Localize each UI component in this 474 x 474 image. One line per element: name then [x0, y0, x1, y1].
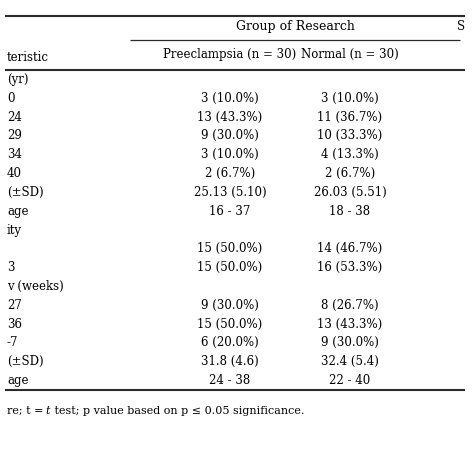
Text: v (weeks): v (weeks)	[7, 280, 64, 293]
Text: 13 (43.3%): 13 (43.3%)	[197, 110, 263, 124]
Text: 13 (43.3%): 13 (43.3%)	[318, 318, 383, 331]
Text: 4 (13.3%): 4 (13.3%)	[321, 148, 379, 161]
Text: 15 (50.0%): 15 (50.0%)	[197, 318, 263, 331]
Text: 2 (6.7%): 2 (6.7%)	[205, 167, 255, 180]
Text: t: t	[46, 406, 50, 416]
Text: 25.13 (5.10): 25.13 (5.10)	[194, 186, 266, 199]
Text: (±SD): (±SD)	[7, 356, 44, 368]
Text: 16 - 37: 16 - 37	[210, 205, 251, 218]
Text: 18 - 38: 18 - 38	[329, 205, 371, 218]
Text: 11 (36.7%): 11 (36.7%)	[318, 110, 383, 124]
Text: re; t =: re; t =	[7, 406, 47, 416]
Text: 15 (50.0%): 15 (50.0%)	[197, 242, 263, 255]
Text: 3 (10.0%): 3 (10.0%)	[201, 92, 259, 105]
Text: (±SD): (±SD)	[7, 186, 44, 199]
Text: 3 (10.0%): 3 (10.0%)	[201, 148, 259, 161]
Text: age: age	[7, 374, 28, 387]
Text: 8 (26.7%): 8 (26.7%)	[321, 299, 379, 312]
Text: 24 - 38: 24 - 38	[210, 374, 251, 387]
Text: 32.4 (5.4): 32.4 (5.4)	[321, 356, 379, 368]
Text: 15 (50.0%): 15 (50.0%)	[197, 261, 263, 274]
Text: teristic: teristic	[7, 51, 49, 64]
Text: age: age	[7, 205, 28, 218]
Text: 0: 0	[7, 92, 15, 105]
Text: 3: 3	[7, 261, 15, 274]
Text: 9 (30.0%): 9 (30.0%)	[201, 129, 259, 142]
Text: 9 (30.0%): 9 (30.0%)	[321, 337, 379, 349]
Text: Group of Research: Group of Research	[236, 19, 355, 33]
Text: 22 - 40: 22 - 40	[329, 374, 371, 387]
Text: 14 (46.7%): 14 (46.7%)	[318, 242, 383, 255]
Text: 9 (30.0%): 9 (30.0%)	[201, 299, 259, 312]
Text: (yr): (yr)	[7, 73, 28, 86]
Text: 34: 34	[7, 148, 22, 161]
Text: 16 (53.3%): 16 (53.3%)	[318, 261, 383, 274]
Text: 40: 40	[7, 167, 22, 180]
Text: Preeclampsia (n = 30): Preeclampsia (n = 30)	[164, 47, 297, 61]
Text: Normal (n = 30): Normal (n = 30)	[301, 47, 399, 61]
Text: 2 (6.7%): 2 (6.7%)	[325, 167, 375, 180]
Text: 3 (10.0%): 3 (10.0%)	[321, 92, 379, 105]
Text: test; p value based on p ≤ 0.05 significance.: test; p value based on p ≤ 0.05 signific…	[51, 406, 305, 416]
Text: -7: -7	[7, 337, 18, 349]
Text: 26.03 (5.51): 26.03 (5.51)	[314, 186, 386, 199]
Text: 29: 29	[7, 129, 22, 142]
Text: 31.8 (4.6): 31.8 (4.6)	[201, 356, 259, 368]
Text: 6 (20.0%): 6 (20.0%)	[201, 337, 259, 349]
Text: ity: ity	[7, 224, 22, 237]
Text: 24: 24	[7, 110, 22, 124]
Text: 10 (33.3%): 10 (33.3%)	[318, 129, 383, 142]
Text: S: S	[457, 19, 465, 33]
Text: 36: 36	[7, 318, 22, 331]
Text: 27: 27	[7, 299, 22, 312]
